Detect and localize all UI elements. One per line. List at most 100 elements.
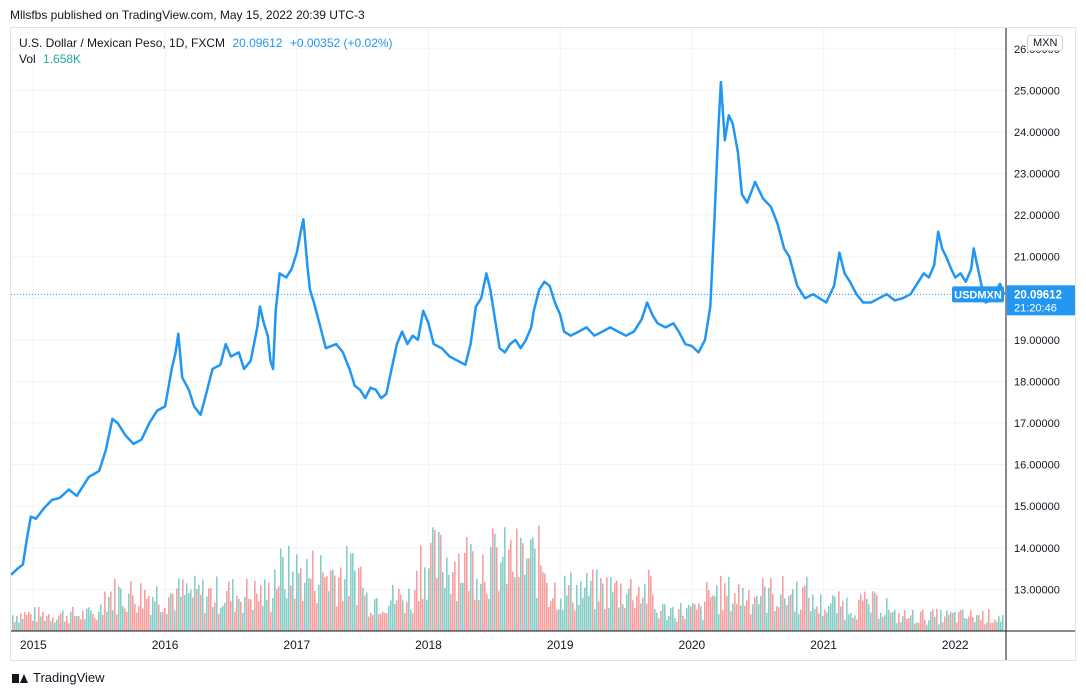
- volume-bar: [36, 621, 38, 631]
- volume-bar: [312, 550, 314, 631]
- volume-bar: [592, 569, 594, 631]
- volume-bar: [452, 572, 454, 631]
- volume-bar: [480, 583, 482, 631]
- volume-bar: [268, 582, 270, 631]
- volume-bar: [70, 611, 72, 631]
- volume-bar: [350, 553, 352, 631]
- volume-bar: [168, 597, 170, 631]
- volume-bar: [700, 606, 702, 631]
- volume-bar: [760, 595, 762, 631]
- volume-bar: [116, 614, 118, 631]
- volume-bar: [302, 601, 304, 631]
- volume-bar: [498, 591, 500, 631]
- volume-bar: [676, 621, 678, 631]
- volume-bar: [144, 589, 146, 631]
- volume-bar: [378, 613, 380, 631]
- line-layer: [11, 80, 1006, 576]
- volume-bar: [772, 594, 774, 631]
- x-tick-label: 2020: [679, 638, 706, 652]
- volume-bar: [936, 608, 938, 631]
- volume-bar: [834, 596, 836, 631]
- volume-bar: [808, 597, 810, 631]
- volume-bar: [488, 599, 490, 631]
- volume-bar: [964, 618, 966, 631]
- volume-bar: [674, 618, 676, 631]
- volume-bar: [236, 595, 238, 631]
- volume-bar: [858, 599, 860, 631]
- volume-bar: [290, 585, 292, 631]
- volume-bar: [182, 579, 184, 631]
- volume-bar: [486, 594, 488, 631]
- volume-bar: [88, 607, 90, 631]
- volume-bar: [140, 583, 142, 631]
- volume-bar: [392, 584, 394, 631]
- volume-bar: [354, 570, 356, 631]
- currency-badge[interactable]: MXN: [1027, 35, 1064, 51]
- volume-bar: [696, 609, 698, 631]
- symbol-tag: [952, 286, 1004, 303]
- volume-bar: [672, 607, 674, 631]
- volume-bar: [788, 595, 790, 631]
- y-tick-label: 21.00000: [1014, 252, 1060, 264]
- volume-bar: [842, 600, 844, 631]
- volume-bar: [332, 569, 334, 631]
- volume-bar: [566, 595, 568, 631]
- volume-bar: [856, 619, 858, 631]
- volume-bar: [96, 620, 98, 631]
- volume-bar: [424, 567, 426, 631]
- volume-bar: [654, 609, 656, 631]
- volume-label[interactable]: Vol: [19, 52, 36, 66]
- volume-bar: [520, 537, 522, 631]
- volume-bar: [994, 619, 996, 631]
- volume-bar: [600, 578, 602, 631]
- price-chart[interactable]: 26.0000025.0000024.0000023.0000022.00000…: [11, 28, 1076, 661]
- volume-bar: [104, 591, 106, 631]
- volume-bar: [234, 611, 236, 631]
- volume-bar: [632, 600, 634, 631]
- volume-bar: [202, 579, 204, 631]
- volume-bar: [192, 597, 194, 631]
- volume-bar: [150, 614, 152, 631]
- volume-bar: [294, 598, 296, 631]
- volume-bar: [314, 590, 316, 631]
- volume-bar: [406, 601, 408, 631]
- volume-bar: [872, 591, 874, 631]
- volume-bar: [84, 619, 86, 631]
- volume-bar: [898, 612, 900, 631]
- volume-bar: [692, 602, 694, 631]
- volume-bar: [532, 537, 534, 631]
- volume-bar: [426, 599, 428, 631]
- volume-bar: [396, 600, 398, 631]
- price-axis-tag: [1007, 285, 1075, 316]
- volume-bar: [478, 600, 480, 631]
- volume-bar: [318, 584, 320, 631]
- volume-bar: [688, 604, 690, 631]
- volume-bar: [740, 605, 742, 631]
- volume-bar: [516, 528, 518, 631]
- chart-frame[interactable]: 26.0000025.0000024.0000023.0000022.00000…: [10, 27, 1076, 661]
- volume-bar: [810, 611, 812, 631]
- volume-bar: [328, 591, 330, 631]
- volume-bar: [980, 620, 982, 631]
- volume-bar: [922, 609, 924, 631]
- volume-bar: [102, 614, 104, 631]
- volume-bar: [174, 610, 176, 631]
- volume-bar: [250, 599, 252, 631]
- footer-brand[interactable]: TradingView: [12, 670, 105, 685]
- volume-bar: [816, 606, 818, 631]
- volume-bar: [394, 604, 396, 631]
- volume-bar: [704, 601, 706, 631]
- volume-bar: [274, 569, 276, 631]
- volume-bar: [690, 606, 692, 631]
- volume-bar: [304, 582, 306, 631]
- volume-bar: [320, 555, 322, 631]
- symbol-tag-label: USDMXN: [954, 289, 1002, 301]
- volume-bar: [514, 577, 516, 631]
- volume-bar: [454, 561, 456, 631]
- volume-bar: [24, 612, 26, 631]
- volume-bar: [862, 600, 864, 631]
- volume-bar: [902, 615, 904, 631]
- volume-bar: [848, 614, 850, 631]
- volume-bar: [34, 607, 36, 631]
- symbol-title[interactable]: U.S. Dollar / Mexican Peso, 1D, FXCM: [19, 36, 226, 50]
